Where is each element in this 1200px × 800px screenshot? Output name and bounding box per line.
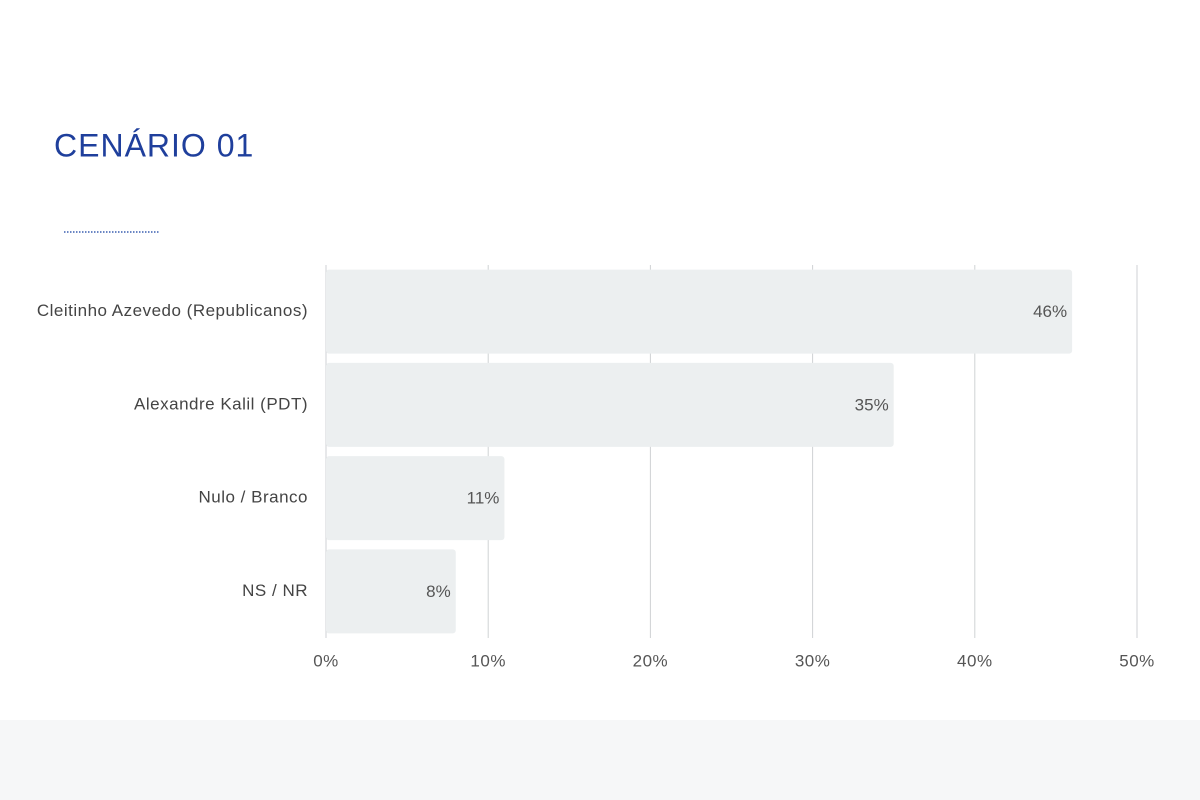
- x-tick-label: 10%: [470, 651, 506, 670]
- bar: [326, 456, 505, 541]
- value-label: 35%: [855, 395, 889, 414]
- y-tick-label: Nulo / Branco: [199, 488, 309, 507]
- y-tick-label: Alexandre Kalil (PDT): [134, 394, 308, 413]
- bar: [326, 549, 456, 634]
- x-tick-label: 0%: [313, 651, 339, 670]
- x-tick-label: 30%: [795, 651, 831, 670]
- y-tick-label: NS / NR: [242, 581, 308, 600]
- value-label: 46%: [1033, 302, 1067, 321]
- x-tick-label: 20%: [633, 651, 669, 670]
- x-tick-label: 50%: [1119, 651, 1155, 670]
- bar: [326, 362, 894, 447]
- background-band: [0, 720, 1200, 800]
- x-tick-label: 40%: [957, 651, 993, 670]
- value-label: 8%: [426, 582, 451, 601]
- chart-title: CENÁRIO 01: [54, 127, 254, 163]
- y-tick-label: Cleitinho Azevedo (Republicanos): [37, 301, 308, 320]
- value-label: 11%: [467, 489, 500, 508]
- bar: [326, 269, 1073, 354]
